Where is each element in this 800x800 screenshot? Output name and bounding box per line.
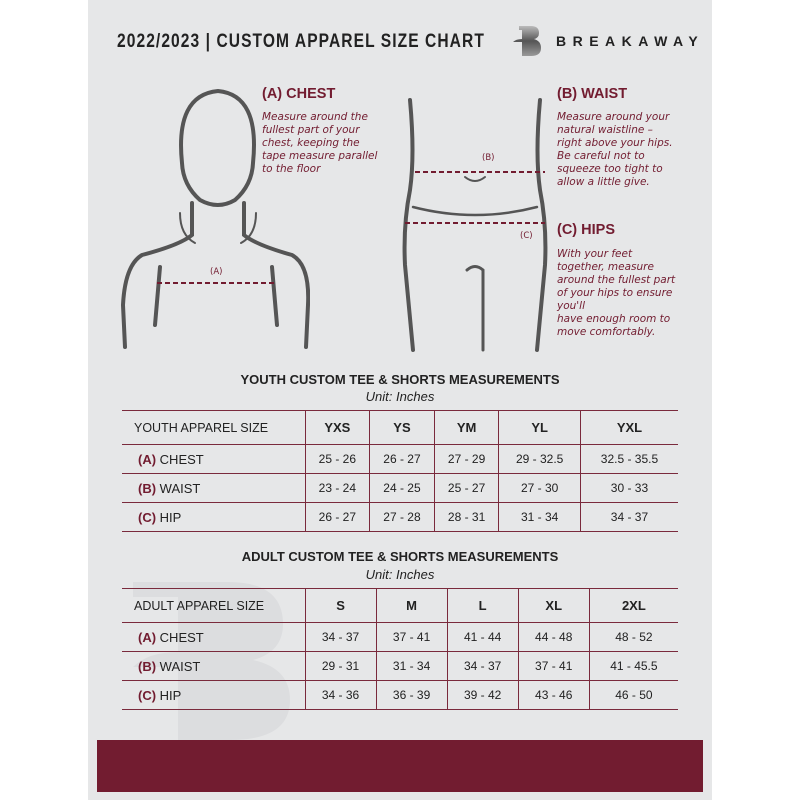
table-row: (B) WAIST 23 - 24 24 - 25 25 - 27 27 - 30 30… [122,473,678,503]
cell: 27 - 28 [369,502,435,532]
cell: 25 - 27 [433,473,499,503]
cell: 43 - 46 [517,680,590,710]
cell: 30 - 33 [579,473,678,503]
row-label: (C) HIP [122,502,305,532]
cell: 41 - 45.5 [588,651,678,681]
adult-section-title: ADULT CUSTOM TEE & SHORTS MEASUREMENTS [241,549,559,564]
table-row: (A) CHEST 34 - 37 37 - 41 41 - 44 44 - 48 48… [122,622,678,652]
page-title: 2022/2023 | CUSTOM APPAREL SIZE CHART [117,31,485,52]
row-name: WAIST [159,480,201,496]
cell: 24 - 25 [369,473,435,503]
cell: 26 - 27 [369,444,435,474]
cell: 46 - 50 [588,680,678,710]
waist-hips-figure-illustration [402,98,548,352]
table-row: (A) CHEST 25 - 26 26 - 27 27 - 29 29 - 32.5… [122,444,678,474]
waist-marker-label: (B) [482,153,495,163]
row-letter: (B) [138,658,157,674]
table-row: (C) HIP 26 - 27 27 - 28 28 - 31 31 - 34 34 -… [122,502,678,532]
hips-heading: (C) HIPS [557,222,615,238]
adult-unit: Unit: Inches [365,567,435,582]
size-header: M [375,588,448,623]
cell: 34 - 37 [579,502,678,532]
cell: 25 - 26 [304,444,370,474]
size-header: YS [369,410,435,445]
cell: 44 - 48 [517,622,590,652]
row-name: HIP [159,687,182,703]
cell: 32.5 - 35.5 [579,444,678,474]
cell: 29 - 31 [304,651,377,681]
adult-size-table: ADULT APPAREL SIZE S M L XL 2XL (A) CHES… [122,588,678,710]
row-letter: (C) [138,509,157,525]
table-header-row: ADULT APPAREL SIZE S M L XL 2XL [122,588,678,623]
cell: 39 - 42 [446,680,519,710]
row-label: (B) WAIST [122,473,305,503]
cell: 34 - 37 [446,651,519,681]
cell: 31 - 34 [498,502,581,532]
size-header: YM [433,410,499,445]
cell: 23 - 24 [304,473,370,503]
row-letter: (B) [138,480,157,496]
cell: 27 - 29 [433,444,499,474]
hips-marker-label: (C) [520,231,533,241]
cell: 36 - 39 [375,680,448,710]
cell: 48 - 52 [588,622,678,652]
row-letter: (A) [138,629,157,645]
cell: 37 - 41 [517,651,590,681]
row-label: (A) CHEST [122,444,305,474]
row-label: (B) WAIST [122,651,305,681]
cell: 31 - 34 [375,651,448,681]
chest-heading: (A) CHEST [262,86,336,102]
row-name: HIP [159,509,182,525]
cell: 34 - 37 [304,622,377,652]
size-header: L [446,588,519,623]
chest-marker-label: (A) [210,267,223,277]
youth-size-table: YOUTH APPAREL SIZE YXS YS YM YL YXL (A) … [122,410,678,532]
cell: 29 - 32.5 [498,444,581,474]
waist-instructions: Measure around your natural waistline – … [557,111,673,188]
size-header: YL [498,410,581,445]
waist-heading: (B) WAIST [557,86,628,102]
row-name: CHEST [159,451,204,467]
size-header: 2XL [588,588,678,623]
table-row: (B) WAIST 29 - 31 31 - 34 34 - 37 37 - 41 41… [122,651,678,681]
row-label: (C) HIP [122,680,305,710]
cell: 26 - 27 [304,502,370,532]
size-label: YOUTH APPAREL SIZE [122,410,305,445]
row-letter: (C) [138,687,157,703]
size-header: XL [517,588,590,623]
size-header: YXL [579,410,678,445]
cell: 28 - 31 [433,502,499,532]
table-row: (C) HIP 34 - 36 36 - 39 39 - 42 43 - 46 46 -… [122,680,678,710]
chest-figure-illustration [120,88,310,349]
row-name: WAIST [159,658,201,674]
brand-name: BREAKAWAY [556,33,705,49]
size-header: YXS [304,410,370,445]
table-header-row: YOUTH APPAREL SIZE YXS YS YM YL YXL [122,410,678,445]
row-name: CHEST [159,629,204,645]
row-label: (A) CHEST [122,622,305,652]
cell: 27 - 30 [498,473,581,503]
row-letter: (A) [138,451,157,467]
size-label: ADULT APPAREL SIZE [122,588,305,623]
footer-bar [97,740,703,792]
size-header: S [304,588,377,623]
hips-instructions: With your feet together, measure around … [557,248,676,338]
chest-instructions: Measure around the fullest part of your … [262,111,378,175]
cell: 34 - 36 [304,680,377,710]
cell: 37 - 41 [375,622,448,652]
cell: 41 - 44 [446,622,519,652]
breakaway-logo-icon [513,26,541,56]
youth-unit: Unit: Inches [365,389,435,404]
youth-section-title: YOUTH CUSTOM TEE & SHORTS MEASUREMENTS [240,372,560,387]
